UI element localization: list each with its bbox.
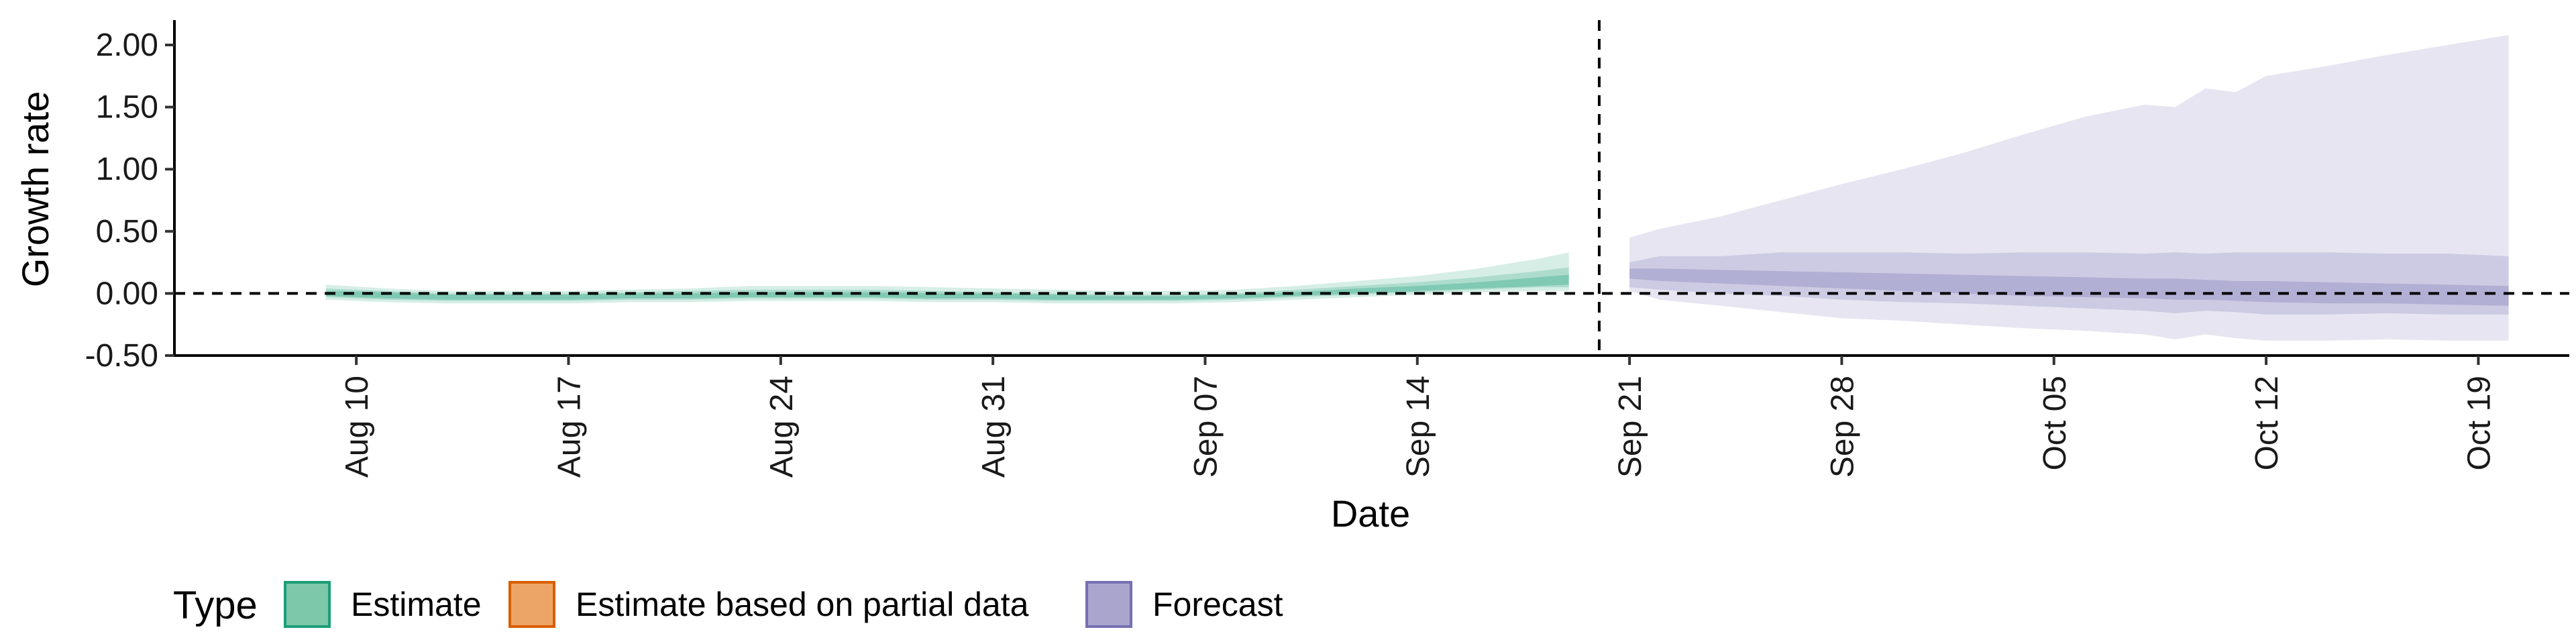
x-tick-label: Oct 19 (2461, 376, 2497, 470)
axes (173, 20, 2569, 357)
legend: Type Estimate Estimate based on partial d… (173, 581, 1283, 628)
x-axis-title: Date (1331, 492, 1410, 535)
legend-swatch (1085, 581, 1132, 628)
x-tick-label: Oct 12 (2249, 376, 2285, 470)
x-tick-label: Oct 05 (2037, 376, 2073, 470)
y-tick-label: 1.00 (96, 152, 158, 187)
ribbon-forecast-1 (1629, 35, 2509, 341)
legend-label: Forecast (1152, 586, 1283, 623)
ribbon-forecast-2 (1629, 252, 2509, 315)
x-tick-label: Sep 07 (1188, 376, 1224, 478)
legend-items: Estimate Estimate based on partial data Fo… (284, 581, 1283, 628)
x-tick-label: Sep 28 (1825, 376, 1860, 478)
legend-title: Type (173, 584, 258, 627)
legend-label: Estimate based on partial data (576, 586, 1029, 623)
y-tick-label: 1.50 (96, 90, 158, 125)
x-tick-label: Aug 24 (764, 376, 800, 478)
ribbon-forecast-3 (1629, 268, 2509, 306)
legend-item-forecast: Forecast (1085, 581, 1283, 628)
x-ticks: Aug 10 Aug 17 Aug 24 Aug 31 Sep 07 Sep 14 Sep … (339, 356, 2497, 478)
y-tick-label: 0.00 (96, 276, 158, 311)
y-tick-label: -0.50 (85, 338, 158, 374)
x-tick-label: Aug 17 (551, 376, 587, 478)
ribbon-layer (325, 35, 2509, 341)
ribbon-estimate-3 (325, 274, 1569, 300)
legend-swatch (284, 581, 331, 628)
legend-swatch (508, 581, 555, 628)
ribbon-estimate-1 (325, 252, 1569, 304)
x-tick-label: Aug 10 (339, 376, 375, 478)
y-axis-title: Growth rate (14, 91, 56, 288)
y-ticks: -0.50 0.00 0.50 1.00 1.50 2.00 (85, 28, 174, 374)
x-tick-label: Sep 21 (1613, 376, 1648, 478)
legend-item-estimate: Estimate (284, 581, 482, 628)
y-tick-label: 2.00 (96, 28, 158, 63)
legend-item-estimate-based-on-partial-data: Estimate based on partial data (508, 581, 1029, 628)
y-tick-label: 0.50 (96, 214, 158, 250)
legend-label: Estimate (351, 586, 482, 623)
x-tick-label: Sep 14 (1401, 376, 1436, 478)
reference-lines (174, 20, 2569, 356)
x-tick-label: Aug 31 (976, 376, 1012, 478)
ribbon-estimate-2 (325, 267, 1569, 301)
